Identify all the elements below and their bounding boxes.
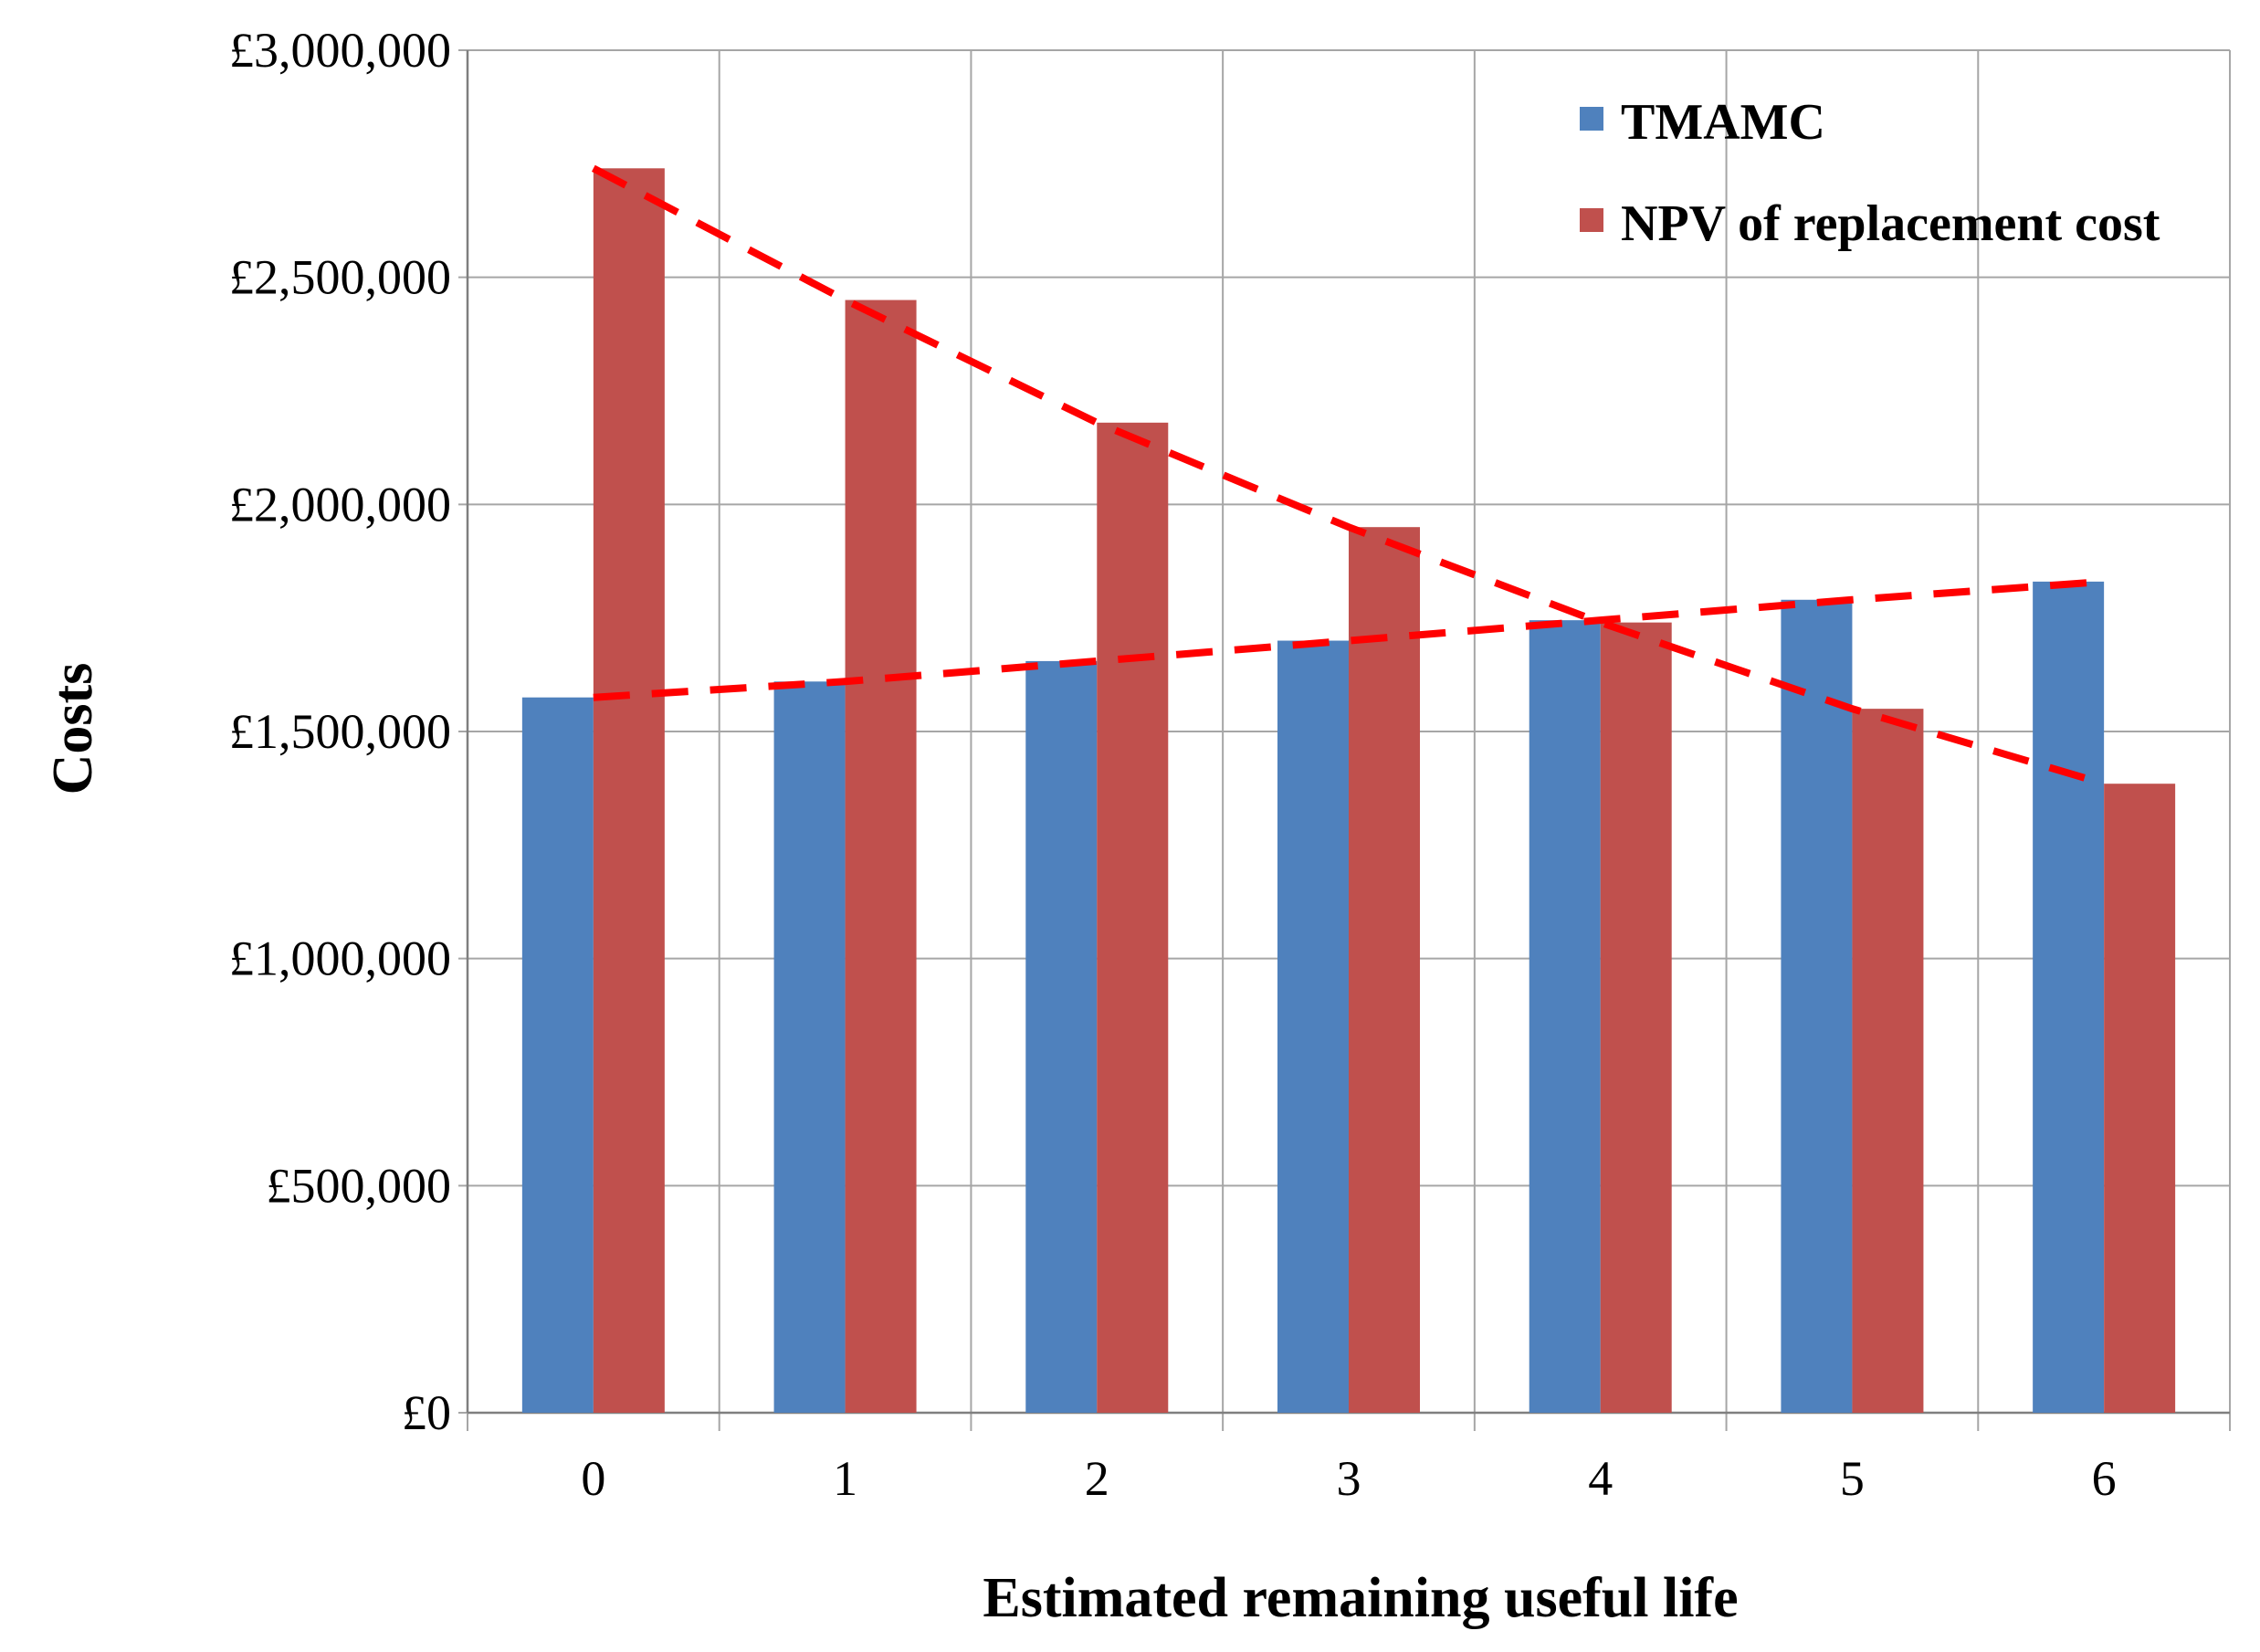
y-axis-title: Costs xyxy=(42,663,104,795)
bar-npv-2 xyxy=(1097,422,1169,1413)
trendlines xyxy=(592,164,2106,788)
x-tick-label-4: 4 xyxy=(1588,1451,1613,1506)
x-tick-label-2: 2 xyxy=(1085,1451,1109,1506)
bar-tmamc-6 xyxy=(2033,581,2105,1413)
y-tick-label-2: £1,000,000 xyxy=(229,931,451,986)
y-tick-label-6: £3,000,000 xyxy=(229,23,451,78)
x-axis-title: Estimated remaining useful life xyxy=(983,1567,1738,1629)
gridlines xyxy=(458,49,2231,1431)
bar-tmamc-2 xyxy=(1025,660,1098,1413)
trendline-tmamc xyxy=(593,577,2105,701)
bar-npv-6 xyxy=(2104,784,2176,1413)
bar-tmamc-4 xyxy=(1529,620,1601,1413)
y-tick-label-1: £500,000 xyxy=(267,1158,452,1213)
bar-npv-1 xyxy=(845,300,917,1413)
x-tick-label-5: 5 xyxy=(1840,1451,1865,1506)
tick-labels: £0 £500,000 £1,000,000 £1,500,000 £2,000,000… xyxy=(229,23,2117,1506)
legend-label-npv: NPV of replacement cost xyxy=(1621,195,2160,252)
legend-swatch-tmamc xyxy=(1580,107,1603,131)
bar-tmamc-5 xyxy=(1781,599,1853,1413)
x-tick-label-6: 6 xyxy=(2092,1451,2117,1506)
bar-tmamc-1 xyxy=(773,681,846,1413)
trendline-npv xyxy=(592,164,2106,788)
legend-swatch-npv xyxy=(1580,208,1603,232)
x-tick-label-1: 1 xyxy=(833,1451,857,1506)
y-tick-label-0: £0 xyxy=(402,1385,451,1440)
y-tick-label-4: £2,000,000 xyxy=(229,477,451,531)
bar-tmamc-0 xyxy=(521,697,594,1413)
legend: TMAMC NPV of replacement cost xyxy=(1580,94,2160,252)
bar-npv-3 xyxy=(1349,527,1420,1413)
y-tick-label-5: £2,500,000 xyxy=(229,250,451,305)
y-tick-label-3: £1,500,000 xyxy=(229,704,451,759)
bar-npv-5 xyxy=(1852,709,1924,1413)
bar-npv-0 xyxy=(593,168,665,1414)
bars xyxy=(521,168,2176,1414)
bar-npv-4 xyxy=(1600,622,1672,1413)
x-tick-label-3: 3 xyxy=(1337,1451,1361,1506)
legend-label-tmamc: TMAMC xyxy=(1621,94,1825,151)
x-tick-label-0: 0 xyxy=(581,1451,605,1506)
bar-tmamc-3 xyxy=(1277,640,1349,1413)
